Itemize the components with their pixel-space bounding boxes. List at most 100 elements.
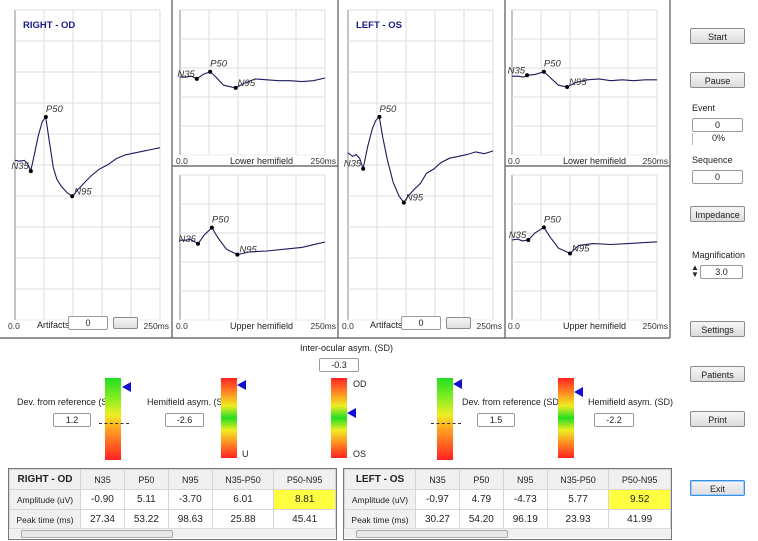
- peak-label-p50: P50: [544, 214, 562, 225]
- row-label: Peak time (ms): [9, 509, 81, 530]
- peak-label-n35: N35: [509, 230, 527, 241]
- peak-marker-n35: [526, 238, 531, 242]
- table-cell: 54.20: [458, 509, 504, 530]
- patients-button[interactable]: Patients: [690, 366, 745, 382]
- left-hemi-field: -2.2: [594, 413, 634, 427]
- axis-start-label: 0.0: [176, 156, 188, 166]
- table-cell: -0.90: [80, 489, 125, 510]
- right-dev-reference-line: [99, 423, 129, 424]
- left-artifacts-label: Artifacts: [370, 320, 403, 330]
- peak-marker-n95: [70, 194, 75, 199]
- peak-marker-n95: [565, 85, 570, 89]
- right-hemi-field: -2.6: [165, 413, 204, 427]
- event-label: Event: [692, 103, 716, 113]
- row-label: Amplitude (uV): [344, 489, 416, 510]
- column-header: N35: [415, 469, 460, 490]
- axis-start-label: 0.0: [176, 321, 188, 331]
- peak-marker-p50: [209, 225, 214, 230]
- left-hemi-label: Hemifield asym. (SD): [588, 397, 674, 407]
- peak-marker-n95: [568, 251, 572, 256]
- peak-label-p50: P50: [212, 215, 230, 226]
- left-artifacts-button[interactable]: [446, 317, 471, 329]
- axis-start-label: 0.0: [8, 321, 20, 331]
- right-dev-gauge: [105, 378, 121, 460]
- right-results-table-wrap: RIGHT - OD N35 P50 N95 N35-P50 P50-N95 Amplitu…: [8, 468, 337, 540]
- left-lower-hemifield-label: Lower hemifield: [563, 156, 627, 166]
- table-cell: 6.01: [211, 489, 275, 510]
- right-eye-title: RIGHT - OD: [23, 20, 76, 31]
- right-hemi-arrow-icon: [237, 380, 246, 390]
- peak-label-p50: P50: [210, 59, 228, 70]
- left-dev-gauge: [437, 378, 453, 460]
- table-title: LEFT - OS: [344, 469, 416, 490]
- peak-label-n35: N35: [508, 65, 526, 76]
- waveform-trace: [511, 226, 658, 255]
- interocular-field: -0.3: [319, 358, 359, 372]
- row-label: Amplitude (uV): [9, 489, 81, 510]
- column-header: P50-N95: [273, 469, 336, 490]
- left-results-table-wrap: LEFT - OS N35 P50 N95 N35-P50 P50-N95 Amplitud…: [343, 468, 672, 540]
- impedance-button[interactable]: Impedance: [690, 206, 745, 222]
- right-hemi-label: Hemifield asym. (SD): [147, 397, 233, 407]
- event-field: 0: [692, 118, 743, 132]
- left-eye-title: LEFT - OS: [356, 20, 402, 31]
- waveform-trace: [347, 115, 494, 204]
- left-dev-arrow-icon: [453, 379, 462, 389]
- peak-marker-n35: [194, 76, 199, 81]
- left-upper-hemifield-label: Upper hemifield: [563, 321, 627, 331]
- interocular-label: Inter-ocular asym. (SD): [300, 343, 394, 353]
- axis-end-label: 250ms: [143, 321, 169, 331]
- left-table-scrollbar[interactable]: [344, 528, 671, 538]
- right-dev-field: 1.2: [53, 413, 91, 427]
- waveform-plots: 0.0 250ms N35 P50 N95 0.0 250ms N35 P50 N95 0.0 250…: [0, 0, 671, 339]
- settings-button[interactable]: Settings: [690, 321, 745, 337]
- table-cell: 27.34: [80, 509, 125, 530]
- peak-marker-p50: [541, 69, 546, 74]
- column-header: N35-P50: [546, 469, 610, 490]
- left-artifacts-field[interactable]: 0: [401, 316, 441, 330]
- axis-end-label: 250ms: [642, 156, 668, 166]
- peak-label-n95: N95: [238, 78, 256, 89]
- magnification-spinner-icon[interactable]: ▲ ▼: [691, 263, 699, 279]
- peak-label-p50: P50: [544, 59, 562, 70]
- column-header: P50: [458, 469, 504, 490]
- table-cell: 53.22: [123, 509, 169, 530]
- table-cell: 30.27: [415, 509, 460, 530]
- left-hemi-arrow-icon: [574, 387, 583, 397]
- table-cell: -4.73: [502, 489, 548, 510]
- interocular-os-label: OS: [353, 449, 367, 459]
- magnification-label: Magnification: [692, 250, 746, 260]
- peak-marker-p50: [377, 114, 382, 119]
- table-row: Peak time (ms) 30.27 54.20 96.19 23.93 41.99: [344, 509, 671, 530]
- peak-label-n95: N95: [569, 77, 587, 88]
- right-table-scrollbar[interactable]: [9, 528, 336, 538]
- exit-button[interactable]: Exit: [690, 480, 745, 496]
- table-row: Amplitude (uV) -0.97 4.79 -4.73 5.77 9.52: [344, 489, 671, 510]
- column-header: P50-N95: [608, 469, 671, 490]
- print-button[interactable]: Print: [690, 411, 745, 427]
- left-dev-field: 1.5: [477, 413, 515, 427]
- column-header: P50: [123, 469, 169, 490]
- peak-marker-p50: [208, 69, 213, 74]
- peak-marker-n95: [401, 200, 406, 205]
- interocular-arrow-icon: [347, 408, 356, 418]
- right-upper-hemifield-label: Upper hemifield: [230, 321, 294, 331]
- row-label: Peak time (ms): [344, 509, 416, 530]
- right-artifacts-field[interactable]: 0: [68, 316, 108, 330]
- right-artifacts-button[interactable]: [113, 317, 138, 329]
- peak-label-n35: N35: [11, 161, 29, 172]
- peak-marker-n35: [195, 241, 200, 246]
- left-dev-label: Dev. from reference (SD): [462, 397, 562, 407]
- magnification-field[interactable]: 3.0: [700, 265, 743, 279]
- peak-marker-n35: [361, 166, 366, 171]
- column-header: N35-P50: [211, 469, 275, 490]
- table-cell: 41.99: [608, 509, 671, 530]
- right-artifacts-label: Artifacts: [37, 320, 70, 330]
- left-scroll-thumb[interactable]: [356, 530, 508, 538]
- table-cell: 5.11: [123, 489, 169, 510]
- right-scroll-thumb[interactable]: [21, 530, 173, 538]
- start-button[interactable]: Start: [690, 28, 745, 44]
- pause-button[interactable]: Pause: [690, 72, 745, 88]
- table-cell: -0.97: [415, 489, 460, 510]
